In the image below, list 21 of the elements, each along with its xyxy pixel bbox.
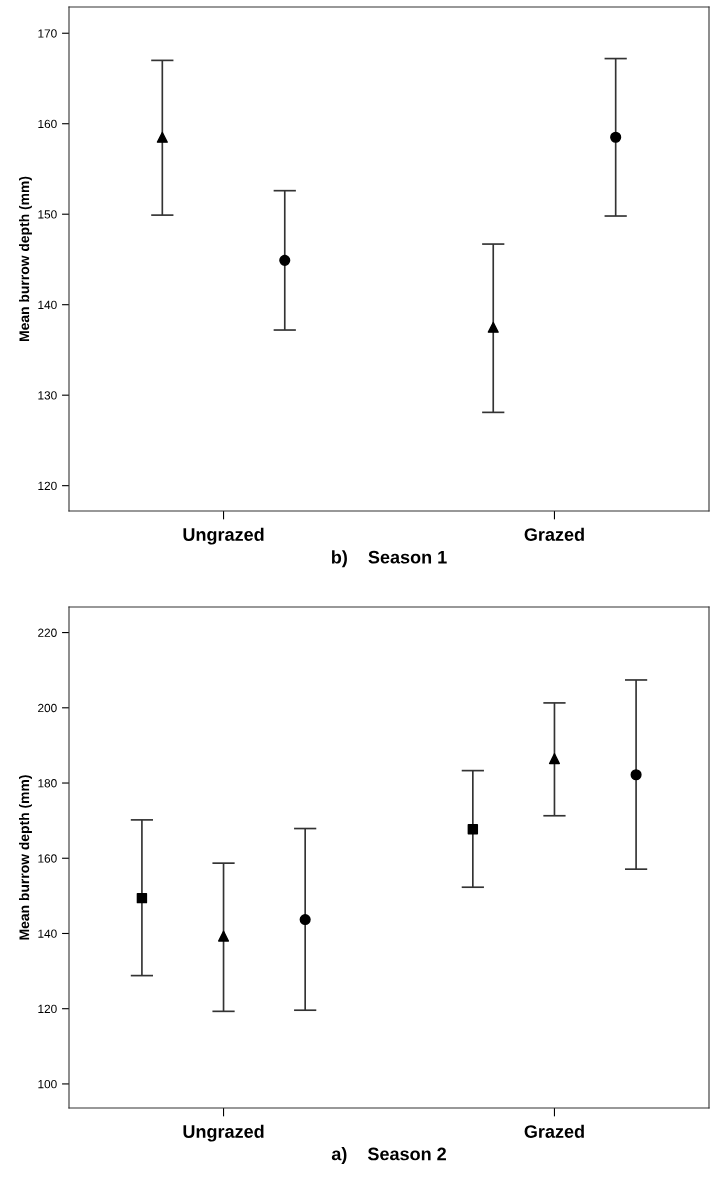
- y-tick-label: 180: [38, 779, 57, 788]
- y-tick-label: 220: [38, 628, 57, 637]
- y-tick-label: 130: [38, 391, 57, 400]
- x-tick-label: Grazed: [524, 527, 584, 541]
- y-tick-label: 170: [38, 29, 57, 38]
- y-tick-label: 120: [38, 1004, 57, 1014]
- y-tick-label: 140: [38, 929, 57, 938]
- y-axis-title: Mean burrow depth (mm): [19, 176, 32, 342]
- x-tick-label: Ungrazed: [183, 1124, 264, 1142]
- x-tick-label: Ungrazed: [183, 527, 264, 545]
- y-tick-label: 160: [38, 119, 57, 129]
- x-tick-label: Grazed: [524, 1124, 584, 1138]
- y-tick-label: 100: [38, 1079, 57, 1089]
- y-axis-title: Mean burrow depth (mm): [19, 775, 32, 940]
- text: a) Season 2: [331, 1147, 446, 1164]
- y-tick-label: 120: [38, 481, 57, 491]
- y-tick-label: 140: [38, 300, 57, 310]
- y-tick-label: 160: [38, 854, 57, 863]
- y-tick-label: 200: [38, 703, 57, 713]
- text: b) Season 1: [332, 550, 447, 568]
- y-tick-label: 150: [38, 210, 57, 219]
